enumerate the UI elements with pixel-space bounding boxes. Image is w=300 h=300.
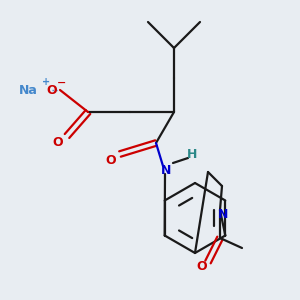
Text: Na: Na — [19, 83, 38, 97]
Text: N: N — [218, 208, 228, 221]
Text: O: O — [106, 154, 116, 167]
Text: H: H — [187, 148, 197, 160]
Text: O: O — [53, 136, 63, 149]
Text: O: O — [47, 85, 57, 98]
Text: +: + — [42, 77, 50, 87]
Text: O: O — [197, 260, 207, 274]
Text: −: − — [57, 78, 67, 88]
Text: N: N — [161, 164, 171, 176]
